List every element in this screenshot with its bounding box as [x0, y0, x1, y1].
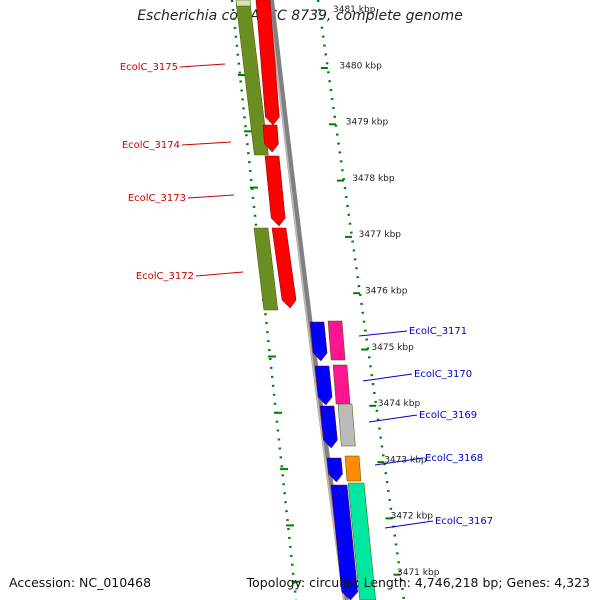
cds-track-segment [253, 227, 279, 311]
scale-label: 3478 kbp [352, 174, 395, 184]
feature-block [344, 455, 362, 482]
gene-label: EcolC_3174 [122, 140, 180, 151]
gene-arrow [326, 457, 343, 483]
gene-arrow [319, 405, 338, 449]
gene-label: EcolC_3175 [120, 62, 178, 73]
scale-label: 3481 kbp [333, 5, 376, 15]
gene-leader-line [181, 141, 232, 146]
map-title: Escherichia coli ATCC 8739, complete gen… [137, 8, 463, 24]
gene-leader-line [374, 457, 424, 466]
gene-label: EcolC_3167 [435, 516, 493, 527]
gene-label: EcolC_3169 [419, 410, 477, 421]
gene-leader-line [384, 520, 434, 529]
feature-block [332, 364, 351, 405]
genome-summary-text: Topology: circular; Length: 4,746,218 bp… [246, 575, 590, 590]
scale-label: 3471 kbp [397, 568, 440, 578]
gene-leader-line [362, 373, 413, 382]
gene-arrow [309, 321, 328, 362]
gene-arrow [264, 155, 286, 227]
cds-track-segment [235, 0, 252, 7]
scale-label: 3474 kbp [378, 399, 421, 409]
gene-label: EcolC_3168 [425, 453, 483, 464]
gene-arrow [255, 0, 280, 126]
gene-leader-line [195, 271, 244, 277]
scale-label: 3476 kbp [365, 287, 408, 297]
gene-label: EcolC_3170 [414, 369, 472, 380]
gene-arrow [314, 365, 333, 406]
gene-label: EcolC_3171 [409, 326, 467, 337]
accession-text: Accession: NC_010468 [9, 575, 152, 590]
inner-tick-track [316, 0, 406, 600]
gene-label: EcolC_3173 [128, 193, 186, 204]
gene-leader-line [179, 63, 226, 68]
scale-label: 3472 kbp [391, 512, 434, 522]
gene-leader-line [358, 330, 408, 337]
gene-label: EcolC_3172 [136, 271, 194, 282]
gene-arrow [330, 484, 358, 600]
genome-backbone-highlight [268, 0, 345, 600]
scale-label: 3477 kbp [359, 230, 402, 240]
scale-label: 3480 kbp [339, 61, 382, 71]
feature-block [327, 320, 346, 361]
outer-tick-track [230, 0, 298, 600]
scale-label: 3475 kbp [371, 343, 414, 353]
gene-leader-line [187, 194, 235, 199]
gene-leader-line [368, 414, 418, 423]
feature-block [347, 482, 376, 600]
feature-block [337, 403, 356, 447]
gene-arrow [262, 124, 279, 153]
scale-label: 3479 kbp [346, 118, 389, 128]
gene-arrow [271, 227, 297, 309]
